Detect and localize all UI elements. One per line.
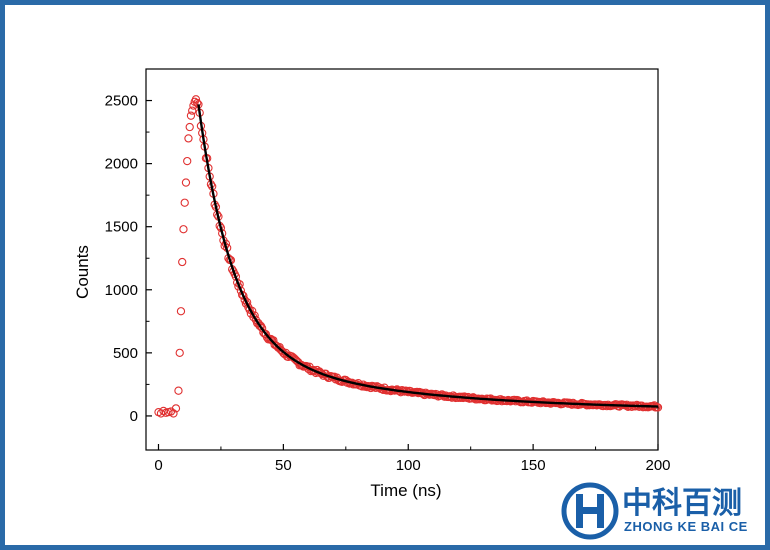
data-point: [169, 409, 178, 418]
data-point: [236, 286, 246, 295]
plot-area: [145, 68, 659, 451]
data-point: [183, 156, 192, 166]
y-axis-title: Counts: [73, 245, 92, 299]
data-point: [193, 98, 202, 108]
y-tick-label: 2000: [105, 156, 138, 173]
x-tick-label: 0: [154, 457, 162, 474]
x-tick-label: 200: [645, 457, 670, 474]
data-point: [188, 106, 197, 115]
logo-chinese-text: 中科百测: [622, 486, 742, 521]
y-axis: 0 500 1000 1500 2000 2500: [105, 93, 152, 425]
data-point: [239, 291, 248, 300]
x-axis: 0 50 100 150 200: [154, 444, 671, 474]
x-axis-title: Time (ns): [370, 481, 441, 500]
y-tick-label: 0: [130, 408, 138, 425]
data-point: [174, 386, 183, 395]
logo-mark-icon: [561, 482, 619, 540]
y-tick-label: 1500: [105, 219, 138, 236]
data-point: [179, 225, 188, 234]
data-point: [257, 324, 267, 333]
data-point: [178, 257, 187, 267]
x-tick-label: 100: [396, 457, 421, 474]
y-tick-label: 500: [113, 345, 138, 362]
data-point: [181, 178, 191, 187]
logo-english-text: ZHONG KE BAI CE: [624, 519, 748, 534]
x-tick-label: 150: [521, 457, 546, 474]
y-tick-label: 1000: [105, 282, 138, 299]
data-point: [184, 134, 193, 143]
data-point: [186, 111, 196, 120]
data-point: [191, 95, 201, 104]
x-tick-label: 50: [275, 457, 292, 474]
brand-logo: 中科百测 ZHONG KE BAI CE: [561, 482, 748, 540]
data-point: [180, 198, 189, 207]
data-point: [185, 122, 194, 132]
data-point: [176, 307, 186, 316]
data-point: [175, 348, 184, 358]
data-point: [271, 341, 281, 350]
fit-curve: [197, 104, 659, 408]
data-point: [171, 404, 181, 413]
y-tick-label: 2500: [105, 93, 138, 110]
